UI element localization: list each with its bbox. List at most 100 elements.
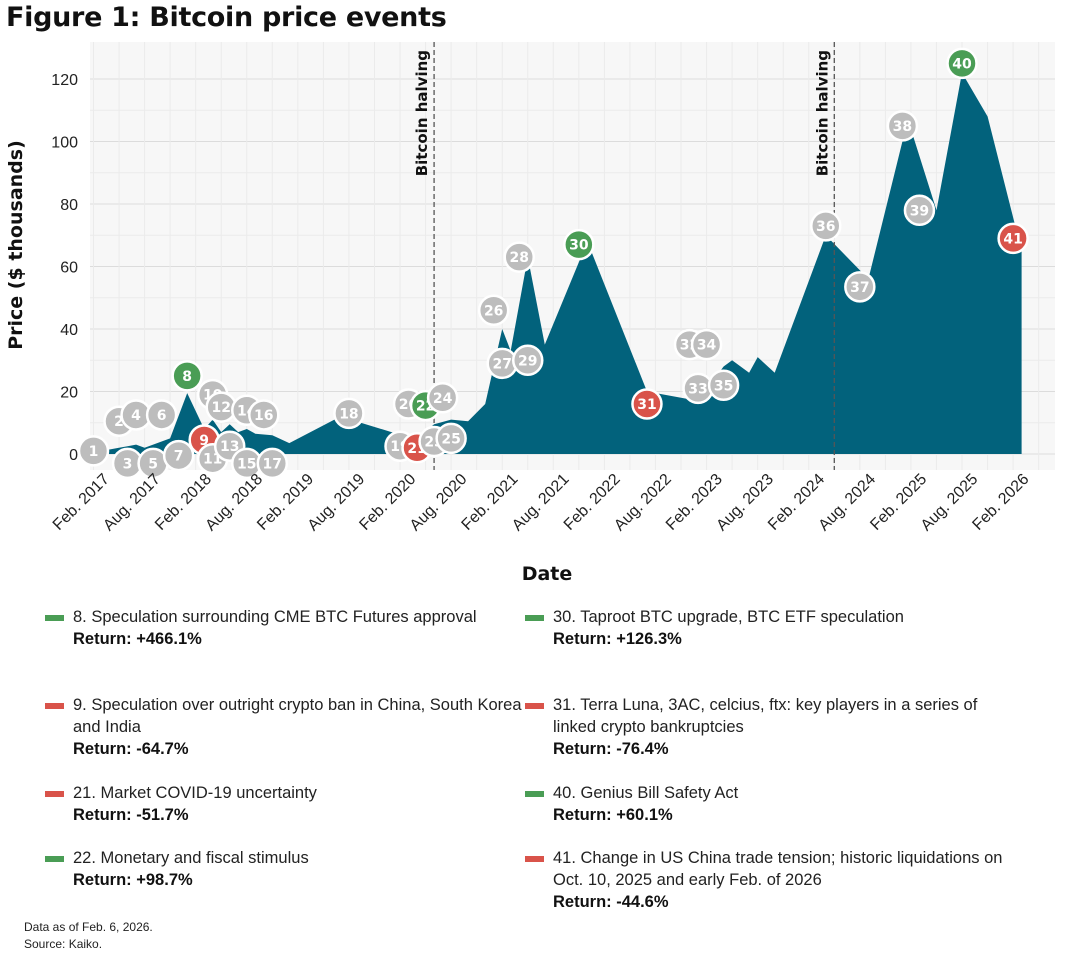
event-8: 8. Speculation surrounding CME BTC Futur… [45,606,543,650]
price-area-layer [102,72,1022,455]
event-marker-label-41: 41 [1003,231,1022,247]
event-marker-30: 30 [563,228,595,261]
event-marker-28: 28 [503,241,535,273]
event-marker-1: 1 [77,435,110,467]
event-marker-circle-35 [707,369,740,401]
event-marker-label-35: 35 [714,378,733,394]
event-21-return: Return: -51.7% [73,806,189,824]
event-marker-41: 41 [997,222,1029,255]
event-marker-label-39: 39 [910,203,929,219]
event-40: 40. Genius Bill Safety Act Return: +60.1… [525,782,1023,826]
event-22-return: Return: +98.7% [73,871,193,889]
event-marker-8: 8 [171,360,203,392]
event-marker-circle-30 [563,228,595,261]
x-tick-label: Feb. 2026 [969,471,1032,534]
event-marker-label-38: 38 [893,119,912,135]
event-marker-label-12: 12 [211,400,230,416]
event-marker-label-26: 26 [484,303,503,319]
event-9: 9. Speculation over outright crypto ban … [45,694,543,760]
event-marker-label-9: 9 [199,433,209,449]
event-31-text: 31. Terra Luna, 3AC, celcius, ftx: key p… [553,696,978,736]
event-41-swatch [525,856,544,862]
event-8-swatch [45,615,64,621]
event-marker-label-4: 4 [131,408,141,424]
event-marker-label-7: 7 [174,449,184,465]
event-marker-35: 35 [707,369,740,401]
event-marker-circle-38 [886,110,919,142]
event-marker-18: 18 [333,397,365,430]
y-axis-ticks: 0 20 40 60 80 100 120 [51,72,78,464]
event-marker-label-1: 1 [89,444,99,460]
event-marker-circle-26 [477,294,510,326]
event-40-return: Return: +60.1% [553,806,673,824]
event-9-swatch [45,703,64,709]
halving-label-2: Bitcoin halving [813,50,831,176]
event-marker-label-34: 34 [697,338,717,354]
event-marker-34: 34 [690,328,723,361]
event-30-return: Return: +126.3% [553,630,682,648]
event-40-text: 40. Genius Bill Safety Act [553,784,739,802]
halving-label-1: Bitcoin halving [413,50,431,176]
source-note: Source: Kaiko. [24,937,103,951]
event-marker-37: 37 [844,271,876,303]
event-marker-circle-36 [810,210,842,242]
event-marker-label-28: 28 [509,250,528,266]
event-marker-circle-34 [690,328,723,361]
event-30-swatch [525,615,544,621]
event-marker-label-17: 17 [263,456,282,472]
event-marker-circle-24 [426,382,459,414]
event-markers: 1234567891011121314151617181920212223242… [77,47,1029,480]
event-marker-circle-18 [333,397,365,430]
event-30-text: 30. Taproot BTC upgrade, BTC ETF specula… [553,608,904,626]
event-marker-circle-31 [631,388,663,420]
event-marker-circle-6 [145,399,178,431]
event-marker-label-15: 15 [237,456,256,472]
event-marker-24: 24 [426,382,459,414]
event-marker-label-6: 6 [157,408,167,424]
event-marker-17: 17 [256,447,289,480]
event-marker-circle-17 [256,447,289,480]
event-marker-circle-1 [77,435,110,467]
y-tick-label: 40 [60,322,78,339]
y-tick-label: 80 [60,197,78,214]
data-as-of-note: Data as of Feb. 6, 2026. [24,920,153,934]
y-tick-label: 100 [51,135,78,152]
event-marker-label-24: 24 [433,391,453,407]
y-tick-label: 0 [69,447,78,464]
event-marker-label-40: 40 [952,56,972,72]
event-22: 22. Monetary and fiscal stimulus Return:… [45,847,543,891]
event-41-text: 41. Change in US China trade tension; hi… [553,849,1003,889]
event-marker-circle-37 [844,271,876,303]
y-tick-label: 20 [60,385,78,402]
chart-title: Figure 1: Bitcoin price events [6,2,447,33]
x-axis-title: Date [522,563,573,585]
event-31-swatch [525,703,544,709]
event-marker-40: 40 [946,47,978,80]
event-marker-39: 39 [903,194,936,226]
footer-notes: Data as of Feb. 6, 2026. Source: Kaiko. [24,919,153,953]
event-marker-circle-28 [503,241,535,273]
event-marker-label-31: 31 [637,397,656,413]
event-marker-label-37: 37 [850,280,869,296]
event-30: 30. Taproot BTC upgrade, BTC ETF specula… [525,606,1023,650]
price-area [102,72,1022,455]
event-41: 41. Change in US China trade tension; hi… [525,847,1023,913]
event-marker-label-33: 33 [688,381,707,397]
event-marker-26: 26 [477,294,510,326]
event-21-text: 21. Market COVID-19 uncertainty [73,784,317,802]
event-marker-label-27: 27 [492,356,511,372]
event-marker-label-16: 16 [254,408,273,424]
event-marker-label-3: 3 [123,456,133,472]
event-marker-circle-7 [162,439,195,472]
event-marker-label-18: 18 [339,406,358,422]
event-marker-circle-25 [435,422,467,455]
y-tick-label: 120 [51,72,78,89]
event-marker-circle-29 [512,344,544,376]
event-22-swatch [45,856,64,862]
event-40-swatch [525,791,544,797]
price-chart: Bitcoin halving Bitcoin halving 123456789… [5,42,1055,585]
event-marker-label-29: 29 [518,353,537,369]
event-marker-label-2: 2 [114,414,124,430]
event-31: 31. Terra Luna, 3AC, celcius, ftx: key p… [525,694,1023,760]
